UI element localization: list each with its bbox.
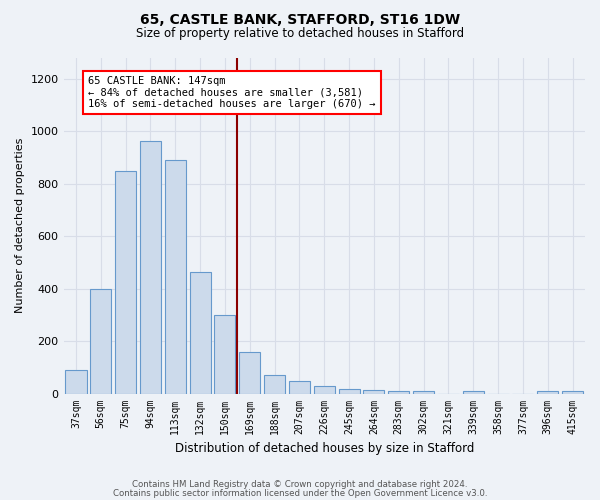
Bar <box>463 391 484 394</box>
Bar <box>90 288 112 394</box>
Bar <box>239 352 260 394</box>
X-axis label: Distribution of detached houses by size in Stafford: Distribution of detached houses by size … <box>175 442 474 455</box>
Bar <box>264 375 285 394</box>
Text: Contains public sector information licensed under the Open Government Licence v3: Contains public sector information licen… <box>113 489 487 498</box>
Text: 65 CASTLE BANK: 147sqm
← 84% of detached houses are smaller (3,581)
16% of semi-: 65 CASTLE BANK: 147sqm ← 84% of detached… <box>88 76 376 109</box>
Bar <box>364 390 385 394</box>
Bar <box>65 370 86 394</box>
Y-axis label: Number of detached properties: Number of detached properties <box>15 138 25 313</box>
Bar <box>314 386 335 394</box>
Text: Size of property relative to detached houses in Stafford: Size of property relative to detached ho… <box>136 28 464 40</box>
Bar <box>165 160 186 394</box>
Text: 65, CASTLE BANK, STAFFORD, ST16 1DW: 65, CASTLE BANK, STAFFORD, ST16 1DW <box>140 12 460 26</box>
Bar <box>562 391 583 394</box>
Bar <box>338 389 359 394</box>
Bar <box>140 140 161 394</box>
Bar <box>413 391 434 394</box>
Bar <box>214 315 235 394</box>
Bar <box>190 272 211 394</box>
Bar <box>537 391 559 394</box>
Bar <box>388 391 409 394</box>
Bar <box>115 171 136 394</box>
Text: Contains HM Land Registry data © Crown copyright and database right 2024.: Contains HM Land Registry data © Crown c… <box>132 480 468 489</box>
Bar <box>289 381 310 394</box>
